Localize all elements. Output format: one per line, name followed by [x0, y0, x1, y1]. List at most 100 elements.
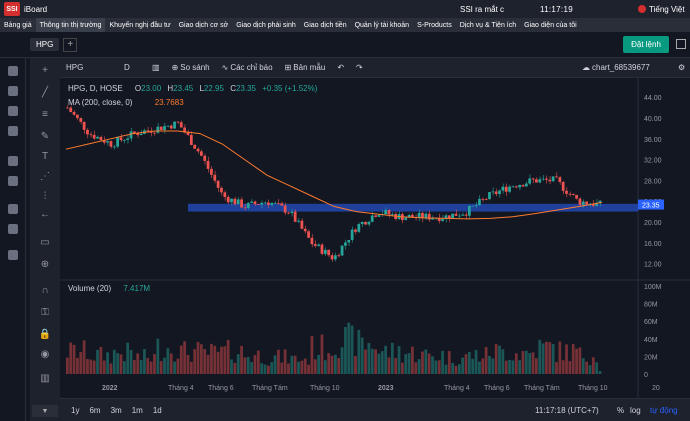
ruler-icon[interactable]: ▭	[40, 236, 50, 248]
pitchfork-icon[interactable]: ≡	[42, 108, 48, 120]
magnet-icon[interactable]: ∩	[41, 284, 49, 296]
volume-bar	[303, 358, 307, 374]
volume-bar	[444, 364, 448, 374]
candle	[163, 126, 166, 130]
settings-icon[interactable]	[8, 224, 18, 234]
toolbar-scroll-down[interactable]: ▼	[32, 405, 58, 417]
volume-bar	[86, 358, 89, 374]
candle	[86, 129, 89, 135]
candle	[491, 191, 495, 193]
price-chart[interactable]: 44.0040.0036.0032.0028.0024.0020.0016.00…	[60, 78, 690, 398]
compare-button[interactable]: ⊕ So sánh	[166, 63, 216, 72]
volume-bar	[481, 358, 485, 374]
interval-button[interactable]: D	[124, 63, 130, 72]
candle	[585, 201, 588, 205]
lock-icon[interactable]: 🔒	[38, 328, 52, 340]
menu-giao-dich-tien[interactable]: Giao dịch tiền	[303, 21, 347, 29]
trash-icon[interactable]: ▥	[40, 372, 50, 384]
timeframe-1m[interactable]: 1m	[131, 405, 143, 415]
candle	[210, 168, 213, 175]
c-value: 23.35	[235, 84, 256, 93]
trendline-icon[interactable]: ╱	[41, 86, 49, 98]
back-arrow-icon[interactable]: ←	[40, 208, 50, 220]
auto-toggle[interactable]: tự động	[650, 405, 678, 415]
tab-hpg[interactable]: HPG	[30, 38, 60, 51]
volume-bar	[89, 359, 93, 374]
dashboard-icon[interactable]	[8, 66, 18, 76]
undo-icon[interactable]: ↶	[337, 63, 345, 72]
volume-bar	[213, 345, 217, 374]
menu-giao-dich-co-so[interactable]: Giao dịch cơ sở	[178, 21, 229, 29]
menu-khuyen-nghi[interactable]: Khuyến nghị đầu tư	[109, 21, 171, 29]
symbol-search[interactable]: HPG	[66, 63, 84, 72]
document-icon[interactable]	[8, 156, 18, 166]
eye-icon[interactable]: ◉	[40, 348, 50, 360]
volume-bar	[226, 339, 230, 374]
volume-bar	[109, 363, 113, 374]
volume-bar	[297, 361, 300, 374]
pattern-icon[interactable]: ⋰	[40, 170, 50, 182]
candle	[488, 192, 491, 199]
volume-bar	[494, 344, 498, 374]
wallet-icon[interactable]	[8, 250, 18, 260]
candle	[283, 205, 287, 213]
crosshair-icon[interactable]: +	[42, 64, 48, 76]
lock-draw-icon[interactable]: ⚿	[41, 306, 49, 318]
indicators-button[interactable]: ∿ Các chỉ báo	[216, 63, 279, 72]
filter-icon[interactable]	[8, 176, 18, 186]
text-icon[interactable]: T	[41, 150, 49, 162]
volume-bar	[310, 336, 314, 374]
candle	[501, 186, 505, 191]
candle	[129, 131, 133, 139]
y-tick-label: 40.00	[644, 116, 662, 123]
candle	[374, 215, 377, 217]
cloud-save[interactable]: ☁ chart_68539677	[576, 63, 656, 72]
expand-icon[interactable]	[676, 39, 686, 49]
candle	[166, 125, 170, 127]
language-switch[interactable]: Tiếng Việt	[638, 5, 685, 14]
volume-bar	[524, 350, 528, 374]
log-toggle[interactable]: log	[630, 405, 641, 415]
timeframe-3m[interactable]: 3m	[110, 405, 122, 415]
plus-circle-icon: ⊕	[171, 63, 179, 72]
timeframe-1y[interactable]: 1y	[71, 405, 80, 415]
y-tick-label: 16.00	[644, 241, 662, 248]
percent-toggle[interactable]: %	[617, 405, 625, 415]
menu-quan-ly-tai-khoan[interactable]: Quản lý tài khoản	[354, 21, 410, 29]
volume-bar	[441, 350, 444, 374]
candle	[575, 194, 578, 199]
timeframe-6m[interactable]: 6m	[89, 405, 101, 415]
news-icon[interactable]	[8, 86, 18, 96]
timeframe-1d[interactable]: 1d	[152, 405, 162, 415]
candle-type-icon[interactable]: ▥	[152, 63, 160, 72]
redo-icon[interactable]: ↷	[356, 63, 363, 72]
volume-bar	[307, 364, 310, 374]
volume-bar	[253, 355, 257, 374]
settings-gear-icon[interactable]: ⚙	[678, 63, 686, 72]
candle	[159, 126, 163, 130]
volume-tick-label: 40M	[644, 337, 658, 344]
candle	[253, 201, 257, 205]
l-label: L	[199, 84, 204, 93]
volume-bar	[488, 355, 491, 374]
info-icon[interactable]	[8, 204, 18, 214]
menu-giao-dien[interactable]: Giao diện của tôi	[524, 21, 577, 29]
template-button[interactable]: ⊞ Bản mẫu	[279, 63, 332, 72]
order-button[interactable]: Đặt lệnh	[623, 36, 669, 53]
volume-bar	[447, 351, 451, 374]
chart-icon[interactable]	[8, 106, 18, 116]
volume-bar	[434, 360, 438, 374]
menu-s-products[interactable]: S-Products	[417, 21, 452, 29]
chart-area[interactable]: 44.0040.0036.0032.0028.0024.0020.0016.00…	[60, 78, 690, 421]
add-tab-button[interactable]: +	[63, 37, 78, 52]
fib-icon[interactable]: ⫶	[43, 190, 47, 202]
report-icon[interactable]	[8, 126, 18, 136]
menu-thong-tin-thi-truong[interactable]: Thông tin thị trường	[35, 18, 106, 32]
menu-giao-dich-phai-sinh[interactable]: Giao dịch phái sinh	[236, 21, 296, 29]
news-ticker[interactable]: SSI ra mắt c	[460, 4, 505, 14]
candle	[595, 202, 599, 206]
brush-icon[interactable]: ✎	[40, 130, 50, 142]
zoom-icon[interactable]: ⊕	[40, 258, 50, 270]
menu-bang-gia[interactable]: Bảng giá	[4, 21, 32, 29]
menu-dich-vu[interactable]: Dịch vụ & Tiện ích	[459, 21, 517, 29]
